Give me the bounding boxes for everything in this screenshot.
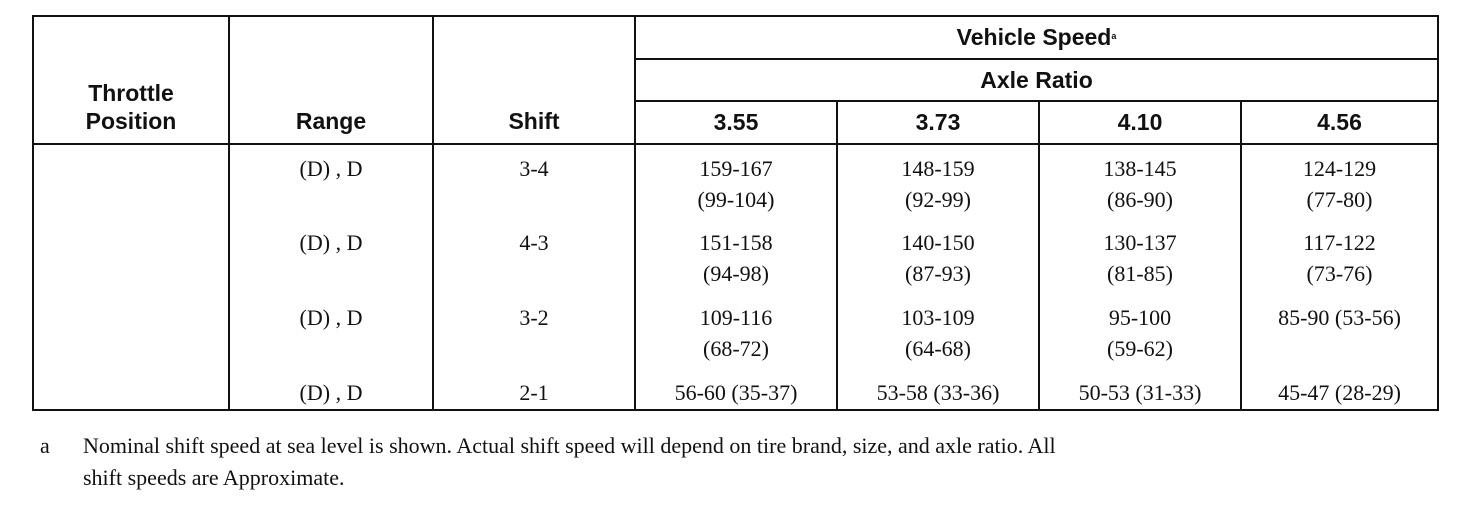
speed-line: 151-158 bbox=[699, 230, 773, 255]
speed-line: (94-98) bbox=[703, 261, 769, 286]
footnote-text: Nominal shift speed at sea level is show… bbox=[83, 430, 1056, 494]
footnote-line: Nominal shift speed at sea level is show… bbox=[83, 433, 1056, 458]
throttle-cell bbox=[32, 219, 230, 294]
speed-line: (87-93) bbox=[905, 261, 971, 286]
speed-cell: 50-53 (31-33) bbox=[1038, 369, 1242, 411]
throttle-header: Throttle Position bbox=[32, 15, 230, 145]
range-cell: (D) , D bbox=[228, 219, 434, 294]
range-header: Range bbox=[228, 15, 434, 145]
header-line: Position bbox=[85, 108, 177, 134]
range-cell: (D) , D bbox=[228, 143, 434, 219]
speed-line: 50-53 (31-33) bbox=[1078, 380, 1202, 405]
speed-cell: 159-167 (99-104) bbox=[634, 143, 838, 219]
speed-cell: 124-129 (77-80) bbox=[1239, 143, 1440, 219]
speed-cell: 53-58 (33-36) bbox=[836, 369, 1040, 411]
speed-cell: 148-159 (92-99) bbox=[836, 143, 1040, 219]
speed-line: (81-85) bbox=[1107, 261, 1173, 286]
speed-line: 138-145 bbox=[1103, 156, 1177, 181]
table-row: (D) , D 3-2 109-116 (68-72) 103-109 (64-68) 95… bbox=[32, 294, 1440, 369]
throttle-cell bbox=[32, 294, 230, 369]
speed-line: (77-80) bbox=[1306, 187, 1373, 212]
speed-line: (59-62) bbox=[1107, 336, 1173, 361]
speed-line: 130-137 bbox=[1103, 230, 1177, 255]
speed-line: (92-99) bbox=[905, 187, 971, 212]
ratio-header: 3.73 bbox=[836, 100, 1040, 145]
speed-line: (86-90) bbox=[1107, 187, 1173, 212]
speed-line: 103-109 bbox=[901, 305, 975, 330]
speed-cell: 95-100 (59-62) bbox=[1038, 294, 1242, 369]
footnote-marker: a bbox=[40, 433, 50, 458]
shift-cell: 3-4 bbox=[432, 143, 636, 219]
ratio-header: 4.56 bbox=[1239, 100, 1440, 145]
speed-cell: 140-150 (87-93) bbox=[836, 219, 1040, 294]
speed-line: 140-150 bbox=[901, 230, 975, 255]
header-text: Vehicle Speed bbox=[956, 24, 1112, 50]
range-cell: (D) , D bbox=[228, 369, 434, 411]
table-row: (D) , D 4-3 151-158 (94-98) 140-150 (87-93) 13… bbox=[32, 219, 1440, 294]
speed-cell: 109-116 (68-72) bbox=[634, 294, 838, 369]
speed-line: (64-68) bbox=[905, 336, 971, 361]
shift-cell: 4-3 bbox=[432, 219, 636, 294]
speed-cell: 103-109 (64-68) bbox=[836, 294, 1040, 369]
speed-cell: 130-137 (81-85) bbox=[1038, 219, 1242, 294]
speed-line: (68-72) bbox=[703, 336, 769, 361]
speed-line: 109-116 bbox=[699, 305, 773, 330]
speed-line: 53-58 (33-36) bbox=[876, 380, 1000, 405]
speed-line: (73-76) bbox=[1306, 261, 1373, 286]
speed-cell: 85-90 (53-56) bbox=[1239, 294, 1440, 369]
speed-line: 56-60 (35-37) bbox=[674, 380, 798, 405]
table-row: (D) , D 2-1 56-60 (35-37) 53-58 (33-36) 50-5… bbox=[32, 369, 1440, 411]
throttle-cell bbox=[32, 143, 230, 219]
speed-cell: 117-122 (73-76) bbox=[1239, 219, 1440, 294]
axle-ratio-header: Axle Ratio bbox=[633, 58, 1440, 102]
speed-cell: 151-158 (94-98) bbox=[634, 219, 838, 294]
speed-line: 148-159 bbox=[901, 156, 975, 181]
ratio-header: 3.55 bbox=[634, 100, 838, 145]
ratio-header: 4.10 bbox=[1038, 100, 1242, 145]
vehicle-speed-header: Vehicle Speeda bbox=[633, 15, 1440, 60]
range-cell: (D) , D bbox=[228, 294, 434, 369]
speed-line: 45-47 (28-29) bbox=[1278, 380, 1401, 405]
speed-line: 159-167 bbox=[699, 156, 773, 181]
throttle-cell bbox=[32, 369, 230, 411]
table-row: (D) , D 3-4 159-167 (99-104) 148-159 (92-99) 1… bbox=[32, 143, 1440, 219]
shift-table: Throttle Position Range Shift Vehicle Spe… bbox=[32, 15, 1440, 411]
header-line: Throttle bbox=[88, 80, 174, 106]
footnote-ref: a bbox=[1111, 31, 1117, 41]
shift-header: Shift bbox=[432, 15, 636, 145]
speed-line: 124-129 bbox=[1302, 156, 1377, 181]
speed-line: 85-90 (53-56) bbox=[1278, 305, 1401, 330]
shift-cell: 3-2 bbox=[432, 294, 636, 369]
speed-line: 95-100 bbox=[1108, 305, 1172, 330]
speed-cell: 45-47 (28-29) bbox=[1239, 369, 1440, 411]
speed-cell: 138-145 (86-90) bbox=[1038, 143, 1242, 219]
shift-cell: 2-1 bbox=[432, 369, 636, 411]
speed-cell: 56-60 (35-37) bbox=[634, 369, 838, 411]
footnote-line: shift speeds are Approximate. bbox=[83, 465, 345, 490]
speed-line: 117-122 bbox=[1303, 230, 1376, 255]
speed-line: (99-104) bbox=[697, 187, 775, 212]
